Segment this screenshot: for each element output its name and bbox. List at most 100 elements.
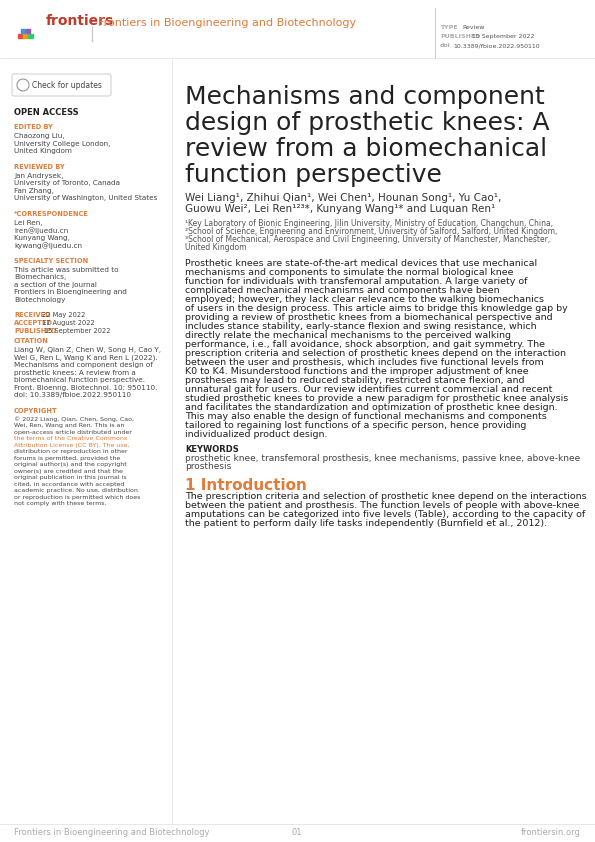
Text: The prescription criteria and selection of prosthetic knee depend on the interac: The prescription criteria and selection … xyxy=(185,492,587,501)
Text: COPYRIGHT: COPYRIGHT xyxy=(14,408,58,413)
Text: KEYWORDS: KEYWORDS xyxy=(185,445,239,454)
Text: frontiersin.org: frontiersin.org xyxy=(521,828,581,837)
Text: prostheses may lead to reduced stability, restricted stance flexion, and: prostheses may lead to reduced stability… xyxy=(185,376,525,385)
Text: Jan Andrysek,: Jan Andrysek, xyxy=(14,173,64,179)
Text: TYPE: TYPE xyxy=(440,25,458,30)
Text: kywang@ljuedu.cn: kywang@ljuedu.cn xyxy=(14,242,82,248)
Text: prescription criteria and selection of prosthetic knees depend on the interactio: prescription criteria and selection of p… xyxy=(185,349,566,358)
Text: 1 Introduction: 1 Introduction xyxy=(185,478,307,493)
Text: design of prosthetic knees: A: design of prosthetic knees: A xyxy=(185,111,550,135)
Text: PUBLISHED: PUBLISHED xyxy=(440,34,480,39)
Text: ²School of Science, Engineering and Environment, University of Salford, Salford,: ²School of Science, Engineering and Envi… xyxy=(185,227,558,236)
Text: University College London,: University College London, xyxy=(14,141,111,147)
Text: doi: 10.3389/fbioe.2022.950110: doi: 10.3389/fbioe.2022.950110 xyxy=(14,392,131,398)
Text: between the patient and prosthesis. The function levels of people with above-kne: between the patient and prosthesis. The … xyxy=(185,501,580,510)
Text: a section of the journal: a section of the journal xyxy=(14,281,97,287)
Text: EDITED BY: EDITED BY xyxy=(14,124,53,130)
Text: prosthetic knees: A review from a: prosthetic knees: A review from a xyxy=(14,370,136,376)
Bar xyxy=(20,29,25,33)
Text: Lei Ren,: Lei Ren, xyxy=(14,220,42,226)
Text: © 2022 Liang, Qian, Chen, Song, Cao,: © 2022 Liang, Qian, Chen, Song, Cao, xyxy=(14,417,134,422)
Text: 01: 01 xyxy=(292,828,302,837)
Text: Wei G, Ren L, Wang K and Ren L (2022).: Wei G, Ren L, Wang K and Ren L (2022). xyxy=(14,354,158,361)
Text: Wei, Ren, Wang and Ren. This is an: Wei, Ren, Wang and Ren. This is an xyxy=(14,423,124,428)
Text: United Kingdom: United Kingdom xyxy=(185,243,246,252)
Text: United Kingdom: United Kingdom xyxy=(14,148,72,154)
Text: University of Washington, United States: University of Washington, United States xyxy=(14,195,157,201)
Text: REVIEWED BY: REVIEWED BY xyxy=(14,163,65,169)
Text: Liang W, Qian Z, Chen W, Song H, Cao Y,: Liang W, Qian Z, Chen W, Song H, Cao Y, xyxy=(14,347,161,353)
Text: not comply with these terms.: not comply with these terms. xyxy=(14,501,107,506)
Bar xyxy=(18,34,23,38)
Text: the patient to perform daily life tasks independently (Burnfield et al., 2012).: the patient to perform daily life tasks … xyxy=(185,519,547,528)
Text: cited, in accordance with accepted: cited, in accordance with accepted xyxy=(14,482,124,487)
Text: Wei Liang¹, Zhihui Qian¹, Wei Chen¹, Hounan Song¹, Yu Cao¹,: Wei Liang¹, Zhihui Qian¹, Wei Chen¹, Hou… xyxy=(185,193,502,203)
Text: 17 August 2022: 17 August 2022 xyxy=(42,320,95,326)
Text: forums is permitted, provided the: forums is permitted, provided the xyxy=(14,456,120,461)
Text: original author(s) and the copyright: original author(s) and the copyright xyxy=(14,462,127,467)
Text: Guowu Wei², Lei Ren¹²³*, Kunyang Wang¹* and Luquan Ren¹: Guowu Wei², Lei Ren¹²³*, Kunyang Wang¹* … xyxy=(185,204,495,214)
Text: function for individuals with transfemoral amputation. A large variety of: function for individuals with transfemor… xyxy=(185,277,528,286)
Text: original publication in this journal is: original publication in this journal is xyxy=(14,475,127,480)
Text: Kunyang Wang,: Kunyang Wang, xyxy=(14,235,70,241)
Text: studied prosthetic knees to provide a new paradigm for prosthetic knee analysis: studied prosthetic knees to provide a ne… xyxy=(185,394,568,403)
Bar xyxy=(26,29,30,33)
Text: *CORRESPONDENCE: *CORRESPONDENCE xyxy=(14,210,89,216)
Text: open-access article distributed under: open-access article distributed under xyxy=(14,429,132,434)
Text: includes stance stability, early-stance flexion and swing resistance, which: includes stance stability, early-stance … xyxy=(185,322,537,331)
Text: and facilitates the standardization and optimization of prosthetic knee design.: and facilitates the standardization and … xyxy=(185,403,558,412)
Text: the terms of the Creative Commons: the terms of the Creative Commons xyxy=(14,436,127,441)
Text: PUBLISHED: PUBLISHED xyxy=(14,328,57,334)
Text: biomechanical function perspective.: biomechanical function perspective. xyxy=(14,377,145,383)
Text: Mechanisms and component design of: Mechanisms and component design of xyxy=(14,362,153,368)
Text: tailored to regaining lost functions of a specific person, hence providing: tailored to regaining lost functions of … xyxy=(185,421,527,430)
Text: prosthetic knee, transfemoral prosthesis, knee mechanisms, passive knee, above-k: prosthetic knee, transfemoral prosthesis… xyxy=(185,454,580,463)
Text: academic practice. No use, distribution: academic practice. No use, distribution xyxy=(14,488,138,493)
Text: providing a review of prosthetic knees from a biomechanical perspective and: providing a review of prosthetic knees f… xyxy=(185,313,553,322)
Text: individualized product design.: individualized product design. xyxy=(185,430,327,439)
Text: OPEN ACCESS: OPEN ACCESS xyxy=(14,108,79,117)
Text: 15 September 2022: 15 September 2022 xyxy=(44,328,111,334)
Text: Frontiers in Bioengineering and Biotechnology: Frontiers in Bioengineering and Biotechn… xyxy=(98,18,356,28)
Bar xyxy=(23,34,27,38)
Text: doi: doi xyxy=(440,43,451,48)
Text: directly relate the mechanical mechanisms to the perceived walking: directly relate the mechanical mechanism… xyxy=(185,331,511,340)
Text: complicated mechanical mechanisms and components have been: complicated mechanical mechanisms and co… xyxy=(185,286,500,295)
Text: function perspective: function perspective xyxy=(185,163,442,187)
Text: of users in the design process. This article aims to bridge this knowledge gap b: of users in the design process. This art… xyxy=(185,304,568,313)
Text: lren@ljuedu.cn: lren@ljuedu.cn xyxy=(14,227,68,234)
FancyBboxPatch shape xyxy=(12,74,111,96)
Text: Chaozong Liu,: Chaozong Liu, xyxy=(14,133,65,139)
Text: ³School of Mechanical, Aerospace and Civil Engineering, University of Manchester: ³School of Mechanical, Aerospace and Civ… xyxy=(185,235,550,244)
Text: This article was submitted to: This article was submitted to xyxy=(14,267,118,273)
Text: performance, i.e., fall avoidance, shock absorption, and gait symmetry. The: performance, i.e., fall avoidance, shock… xyxy=(185,340,545,349)
Text: Check for updates: Check for updates xyxy=(32,81,102,90)
Text: Review: Review xyxy=(462,25,484,30)
Text: owner(s) are credited and that the: owner(s) are credited and that the xyxy=(14,468,123,473)
Text: SPECIALTY SECTION: SPECIALTY SECTION xyxy=(14,258,88,264)
Text: unnatural gait for users. Our review identifies current commercial and recent: unnatural gait for users. Our review ide… xyxy=(185,385,552,394)
Text: ¹Key Laboratory of Bionic Engineering, Jilin University, Ministry of Education, : ¹Key Laboratory of Bionic Engineering, J… xyxy=(185,219,553,228)
Text: or reproduction is permitted which does: or reproduction is permitted which does xyxy=(14,494,140,499)
Text: Biomechanics,: Biomechanics, xyxy=(14,274,66,280)
Text: RECEIVED: RECEIVED xyxy=(14,312,51,318)
Text: Fan Zhang,: Fan Zhang, xyxy=(14,188,54,194)
Bar xyxy=(28,34,33,38)
Text: frontiers: frontiers xyxy=(46,14,114,28)
Text: Front. Bioenng. Biotechnol. 10: 950110.: Front. Bioenng. Biotechnol. 10: 950110. xyxy=(14,385,157,391)
Text: prosthesis: prosthesis xyxy=(185,462,231,471)
Text: amputations can be categorized into five levels (Table), according to the capaci: amputations can be categorized into five… xyxy=(185,510,585,519)
Text: 10.3389/fbioe.2022.950110: 10.3389/fbioe.2022.950110 xyxy=(453,43,540,48)
Text: 22 May 2022: 22 May 2022 xyxy=(42,312,85,318)
Text: employed; however, they lack clear relevance to the walking biomechanics: employed; however, they lack clear relev… xyxy=(185,295,544,304)
Text: Mechanisms and component: Mechanisms and component xyxy=(185,85,545,109)
Text: mechanisms and components to simulate the normal biological knee: mechanisms and components to simulate th… xyxy=(185,268,513,277)
Text: Prosthetic knees are state-of-the-art medical devices that use mechanical: Prosthetic knees are state-of-the-art me… xyxy=(185,259,537,268)
Text: Frontiers in Bioengineering and Biotechnology: Frontiers in Bioengineering and Biotechn… xyxy=(14,828,209,837)
Text: Biotechnology: Biotechnology xyxy=(14,296,65,302)
Text: between the user and prosthesis, which includes five functional levels from: between the user and prosthesis, which i… xyxy=(185,358,544,367)
Text: 15 September 2022: 15 September 2022 xyxy=(472,34,534,39)
Text: University of Toronto, Canada: University of Toronto, Canada xyxy=(14,180,120,186)
Text: Frontiers in Bioengineering and: Frontiers in Bioengineering and xyxy=(14,289,127,295)
Text: distribution or reproduction in other: distribution or reproduction in other xyxy=(14,449,127,454)
